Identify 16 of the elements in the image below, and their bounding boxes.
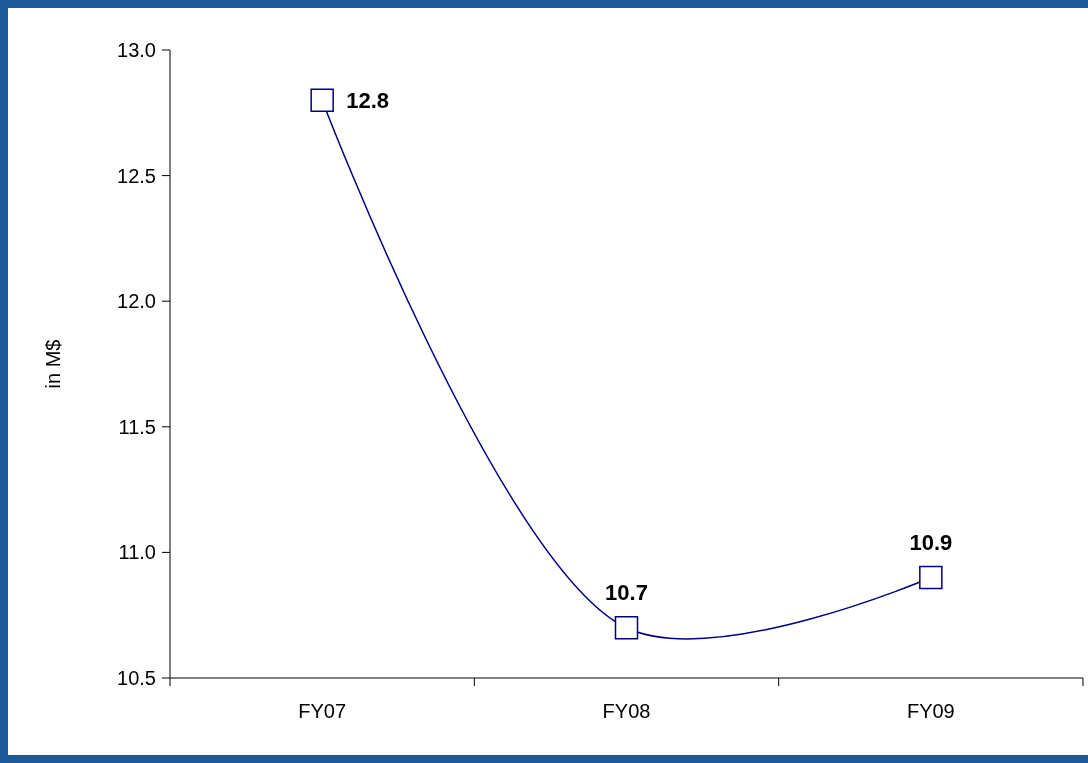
data-label: 12.8 — [346, 88, 389, 114]
x-tick-label: FY07 — [298, 700, 347, 722]
data-label: 10.7 — [605, 579, 648, 605]
y-tick-label: 13.0 — [117, 39, 156, 61]
y-tick-label: 11.5 — [118, 415, 156, 438]
data-label: 10.9 — [909, 529, 953, 555]
x-tick-label: FY09 — [906, 700, 955, 722]
y-tick-label: 11.0 — [118, 541, 156, 564]
y-tick-label: 12.5 — [117, 164, 156, 187]
y-axis-title: in M$ — [42, 339, 64, 389]
y-tick-label: 12.0 — [117, 290, 156, 313]
point — [614, 616, 639, 640]
x-tick-label: FY08 — [602, 700, 651, 722]
y-tick-label: 10.5 — [117, 667, 156, 689]
point — [310, 88, 334, 112]
point — [919, 565, 943, 590]
